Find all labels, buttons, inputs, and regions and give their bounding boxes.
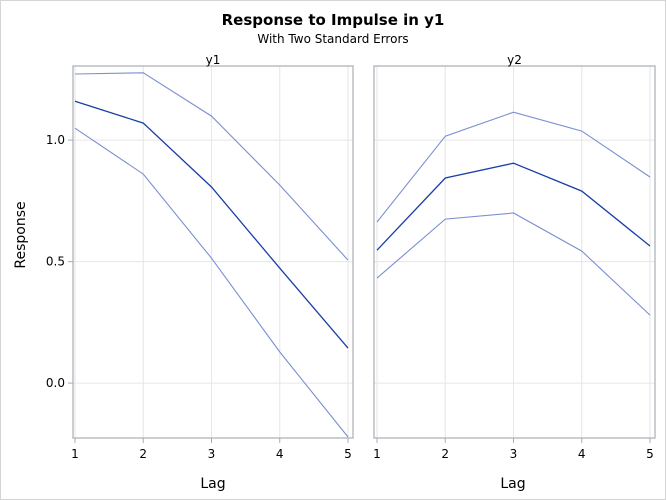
panel-frame [72,65,354,439]
y-axis-label: Response [13,201,29,268]
panel-label: y1 [206,53,221,67]
series-response-line [74,100,349,349]
x-tick-label: 5 [646,447,654,461]
x-tick-label: 1 [373,447,381,461]
series-lower-line [376,212,651,316]
panel-label: y2 [507,53,522,67]
chart-subtitle: With Two Standard Errors [257,32,408,46]
y-tick-label: 0.5 [46,255,65,269]
x-tick-label: 2 [441,447,449,461]
panel-y1: y1 1 2 3 4 5 0.0 0.5 1.0 [46,53,354,461]
x-axis-label-left: Lag [200,476,225,492]
panel-y2: y2 1 2 3 4 5 [373,53,656,461]
panel-frame [373,65,656,439]
series-lower-line [74,127,349,438]
series-upper-line [376,111,651,223]
series-response-line [376,162,651,251]
x-tick-label: 5 [344,447,352,461]
y-tick-label: 0.0 [46,376,65,390]
series-upper-line [74,72,349,261]
chart-title: Response to Impulse in y1 [222,11,445,29]
x-tick-label: 1 [71,447,79,461]
x-tick-label: 4 [578,447,586,461]
x-tick-label: 2 [139,447,147,461]
x-tick-label: 3 [208,447,216,461]
x-axis-label: Lag [500,476,525,492]
x-tick-label: 3 [510,447,518,461]
x-tick-label: 4 [276,447,284,461]
y-tick-label: 1.0 [46,133,65,147]
